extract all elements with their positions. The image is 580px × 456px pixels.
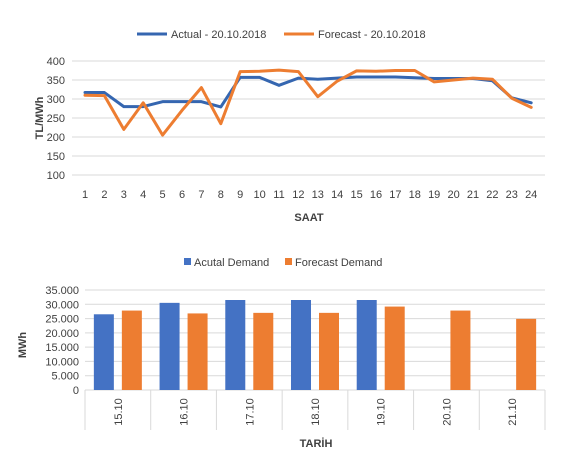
bar-chart-y-tick-label: 30.000 xyxy=(45,299,79,311)
bar-chart-x-tick-label: 16.10 xyxy=(179,398,191,426)
bar-chart-x-tick-label: 21.10 xyxy=(507,398,519,426)
line-chart-y-ticks: 100 150 200 250 300 350 400 xyxy=(47,56,65,182)
line-chart-x-tick-label: 7 xyxy=(198,189,204,201)
bar-actual-demand xyxy=(356,300,377,390)
bar-chart-legend: Acutal Demand Forecast Demand xyxy=(184,257,382,269)
bar-chart-x-axis-title: TARİH xyxy=(300,437,333,450)
bar-chart-y-ticks: 0 5.000 10.000 15.000 20.000 25.000 30.000 35.0… xyxy=(45,285,79,397)
bar-chart-y-tick-label: 20.000 xyxy=(45,328,79,340)
line-chart-x-tick-label: 12 xyxy=(292,189,304,201)
bar-chart-y-tick-label: 5.000 xyxy=(51,371,79,383)
line-chart-y-tick-label: 200 xyxy=(47,132,65,144)
bar-chart-x-ticks: 15.10 16.10 17.10 18.10 19.10 20.10 21.10 xyxy=(113,398,519,426)
line-chart-x-tick-label: 3 xyxy=(121,189,127,201)
bar-chart-y-tick-label: 10.000 xyxy=(45,356,79,368)
line-chart-y-tick-label: 300 xyxy=(47,94,65,106)
legend-swatch-actual-demand xyxy=(184,258,191,265)
line-chart-x-ticks: 1 2 3 4 5 6 7 8 9 10 11 12 13 14 15 16 17 18 19 20 21 22 23 24 xyxy=(82,189,537,201)
line-chart-y-axis-title: TL/MWh xyxy=(34,96,46,139)
line-series-actual xyxy=(83,75,533,109)
bar-forecast-demand xyxy=(121,310,142,390)
bar-chart-y-axis-title: MWh xyxy=(17,332,29,359)
line-chart-x-tick-label: 17 xyxy=(389,189,401,201)
bar-forecast-demand xyxy=(187,313,208,390)
bar-actual-demand xyxy=(291,300,311,390)
bar-actual-demand xyxy=(93,314,114,390)
line-chart-x-tick-label: 19 xyxy=(428,189,440,201)
line-chart-x-axis-title: SAAT xyxy=(294,212,323,224)
bar-chart-y-tick-label: 15.000 xyxy=(45,342,79,354)
line-chart-x-tick-label: 6 xyxy=(179,189,185,201)
bar-chart-x-tick-label: 15.10 xyxy=(113,398,125,426)
line-chart-x-tick-label: 15 xyxy=(350,189,362,201)
line-chart-x-tick-label: 20 xyxy=(447,189,459,201)
line-chart-x-tick-label: 5 xyxy=(160,189,166,201)
line-chart-x-tick-label: 13 xyxy=(312,189,324,201)
bar-chart-x-tick-label: 17.10 xyxy=(244,398,256,426)
legend-label-actual-demand: Acutal Demand xyxy=(194,257,269,269)
line-chart-x-tick-label: 24 xyxy=(525,189,537,201)
bar-chart-y-tick-label: 0 xyxy=(73,385,79,397)
bar-forecast-demand xyxy=(384,306,405,390)
line-chart-y-tick-label: 100 xyxy=(47,170,65,182)
line-chart-x-tick-label: 23 xyxy=(506,189,518,201)
bar-chart: 0 5.000 10.000 15.000 20.000 25.000 30.000 35.0… xyxy=(17,257,546,450)
line-chart-series xyxy=(83,68,533,137)
line-chart-x-tick-label: 10 xyxy=(253,189,265,201)
bar-chart-x-tick-label: 19.10 xyxy=(376,398,388,426)
bar-chart-y-tick-label: 35.000 xyxy=(45,285,79,297)
line-chart-x-tick-label: 9 xyxy=(237,189,243,201)
line-chart-legend: Actual - 20.10.2018 Forecast - 20.10.201… xyxy=(137,29,426,41)
bar-forecast-demand xyxy=(319,312,339,390)
line-chart-x-tick-label: 1 xyxy=(82,189,88,201)
line-chart-x-tick-label: 22 xyxy=(486,189,498,201)
line-chart-y-tick-label: 350 xyxy=(47,75,65,87)
bar-forecast-demand xyxy=(516,318,537,390)
line-chart-x-tick-label: 16 xyxy=(370,189,382,201)
bar-forecast-demand xyxy=(450,310,471,390)
bar-chart-x-tick-label: 18.10 xyxy=(310,398,322,426)
line-chart-x-tick-label: 2 xyxy=(101,189,107,201)
line-chart-x-tick-label: 11 xyxy=(273,189,284,201)
legend-label-actual: Actual - 20.10.2018 xyxy=(171,29,266,41)
line-series-forecast xyxy=(83,68,533,137)
legend-label-forecast: Forecast - 20.10.2018 xyxy=(318,29,426,41)
bar-chart-y-tick-label: 25.000 xyxy=(45,314,79,326)
line-chart-x-tick-label: 14 xyxy=(331,189,343,201)
line-chart-y-tick-label: 150 xyxy=(47,151,65,163)
line-chart-x-tick-label: 8 xyxy=(218,189,224,201)
legend-label-forecast-demand: Forecast Demand xyxy=(295,257,382,269)
bar-chart-x-tick-label: 20.10 xyxy=(441,398,453,426)
bar-chart-bars xyxy=(93,300,537,390)
bar-actual-demand xyxy=(225,300,246,390)
line-chart-x-tick-label: 4 xyxy=(140,189,146,201)
line-chart-x-tick-label: 21 xyxy=(467,189,479,201)
line-chart-x-tick-label: 18 xyxy=(409,189,421,201)
legend-swatch-forecast-demand xyxy=(285,258,292,265)
bar-forecast-demand xyxy=(253,312,274,390)
line-chart-y-tick-label: 400 xyxy=(47,56,65,68)
line-chart-y-tick-label: 250 xyxy=(47,113,65,125)
bar-actual-demand xyxy=(159,302,180,390)
